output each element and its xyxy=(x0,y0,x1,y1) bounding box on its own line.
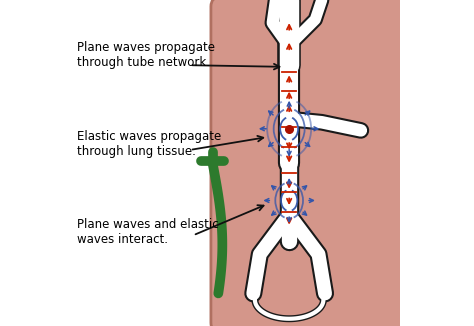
FancyBboxPatch shape xyxy=(211,0,407,326)
Text: Plane waves and elastic
waves interact.: Plane waves and elastic waves interact. xyxy=(77,218,219,246)
Text: Elastic waves propagate
through lung tissue.: Elastic waves propagate through lung tis… xyxy=(77,130,221,158)
Text: Plane waves propagate
through tube network.: Plane waves propagate through tube netwo… xyxy=(77,41,215,69)
